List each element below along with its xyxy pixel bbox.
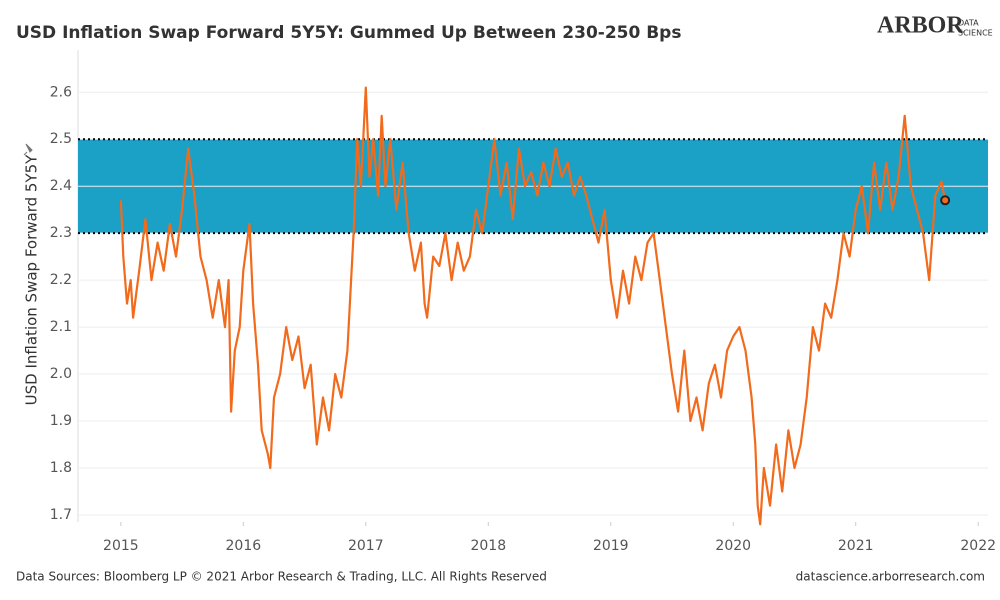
y-tick-label: 2.0 [50, 366, 72, 382]
chart-title: USD Inflation Swap Forward 5Y5Y: Gummed … [16, 23, 681, 43]
logo-line: DATA [958, 19, 979, 28]
y-tick-label: 1.7 [50, 507, 72, 523]
y-tick-label: 2.1 [50, 319, 72, 335]
x-tick-label: 2015 [103, 538, 139, 554]
logo-name: ARBOR [877, 13, 964, 39]
x-tick-label: 2018 [470, 538, 506, 554]
x-tick-label: 2021 [838, 538, 874, 554]
x-tick-label: 2017 [348, 538, 384, 554]
x-tick-label: 2016 [226, 538, 262, 554]
y-axis-label: USD Inflation Swap Forward 5Y5Y [23, 154, 41, 406]
x-tick-label: 2022 [960, 538, 996, 554]
last-point [940, 195, 951, 206]
pin-icon [23, 143, 33, 156]
source-note: Data Sources: Bloomberg LP © 2021 Arbor … [16, 570, 547, 584]
y-tick-label: 1.9 [50, 413, 72, 429]
y-tick-label: 2.5 [50, 131, 72, 147]
website: datascience.arborresearch.com [796, 570, 985, 584]
y-tick-label: 1.8 [50, 460, 72, 476]
y-tick-label: 2.6 [50, 84, 72, 100]
x-tick-label: 2020 [715, 538, 751, 554]
data-line [119, 86, 947, 526]
y-tick-label: 2.4 [50, 178, 72, 194]
logo-line: SCIENCE [958, 29, 993, 38]
y-tick-label: 2.2 [50, 272, 72, 288]
y-tick-label: 2.3 [50, 225, 72, 241]
x-tick-label: 2019 [593, 538, 629, 554]
